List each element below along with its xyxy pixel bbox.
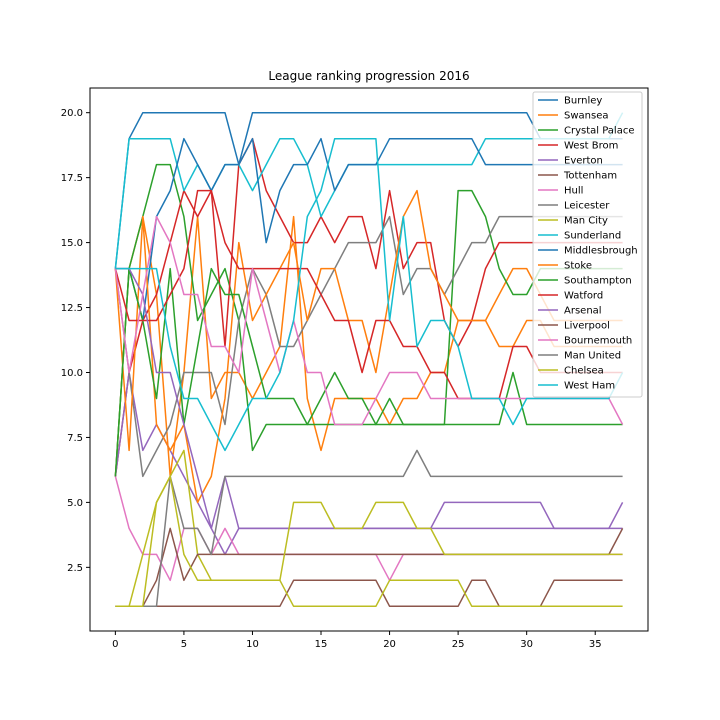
legend-box [532, 91, 643, 398]
legend-label: West Brom [564, 141, 618, 152]
x-tick-label: 20 [383, 639, 396, 650]
y-tick-label: 15.0 [61, 238, 83, 249]
legend-label: Swansea [564, 111, 608, 122]
legend-label: Arsenal [564, 306, 602, 317]
legend-label: Leicester [564, 201, 610, 212]
x-tick-label: 25 [452, 639, 465, 650]
legend-label: Crystal Palace [564, 126, 635, 137]
chart-title: League ranking progression 2016 [268, 69, 469, 83]
series-line-14 [115, 267, 623, 530]
legend-label: Bournemouth [564, 336, 632, 347]
legend-label: Man City [564, 216, 608, 227]
y-tick-label: 2.5 [67, 563, 83, 574]
legend-label: Chelsea [564, 366, 604, 377]
legend-label: Everton [564, 156, 603, 167]
y-tick-label: 7.5 [67, 433, 83, 444]
series-line-5 [115, 579, 623, 608]
legend-label: Sunderland [564, 231, 621, 242]
legend-label: Burnley [564, 96, 602, 107]
y-tick-label: 17.5 [61, 173, 83, 184]
legend-label: Liverpool [564, 321, 610, 332]
legend-label: Stoke [564, 261, 592, 272]
y-tick-label: 5.0 [67, 498, 83, 509]
legend-label: Hull [564, 186, 583, 197]
legend-label: Middlesbrough [564, 246, 638, 257]
x-tick-label: 15 [315, 639, 328, 650]
x-tick-label: 30 [520, 639, 533, 650]
plot-frame [89, 87, 649, 632]
y-axis: 2.5 5.0 7.5 10.0 12.5 15.0 17.5 20.0 [61, 108, 90, 574]
x-tick-label: 5 [181, 639, 187, 650]
series-line-17 [115, 449, 623, 608]
x-tick-label: 10 [246, 639, 259, 650]
legend-label: West Ham [564, 381, 615, 392]
legend-label: Southampton [564, 276, 632, 287]
y-tick-label: 12.5 [61, 303, 83, 314]
x-tick-label: 35 [589, 639, 602, 650]
y-tick-label: 10.0 [61, 368, 83, 379]
legend-label: Tottenham [563, 171, 617, 182]
y-tick-label: 20.0 [61, 108, 83, 119]
x-tick-label: 0 [112, 639, 118, 650]
series-line-8 [115, 449, 623, 608]
series-line-19 [115, 137, 624, 452]
legend: Burnley Swansea Crystal Palace West Brom Eve… [532, 91, 643, 398]
series-line-18 [115, 475, 623, 608]
legend-label: Watford [564, 291, 603, 302]
legend-label: Man United [564, 351, 621, 362]
x-axis: 0 5 10 15 20 25 30 35 [112, 631, 602, 650]
series-line-12 [114, 267, 623, 477]
